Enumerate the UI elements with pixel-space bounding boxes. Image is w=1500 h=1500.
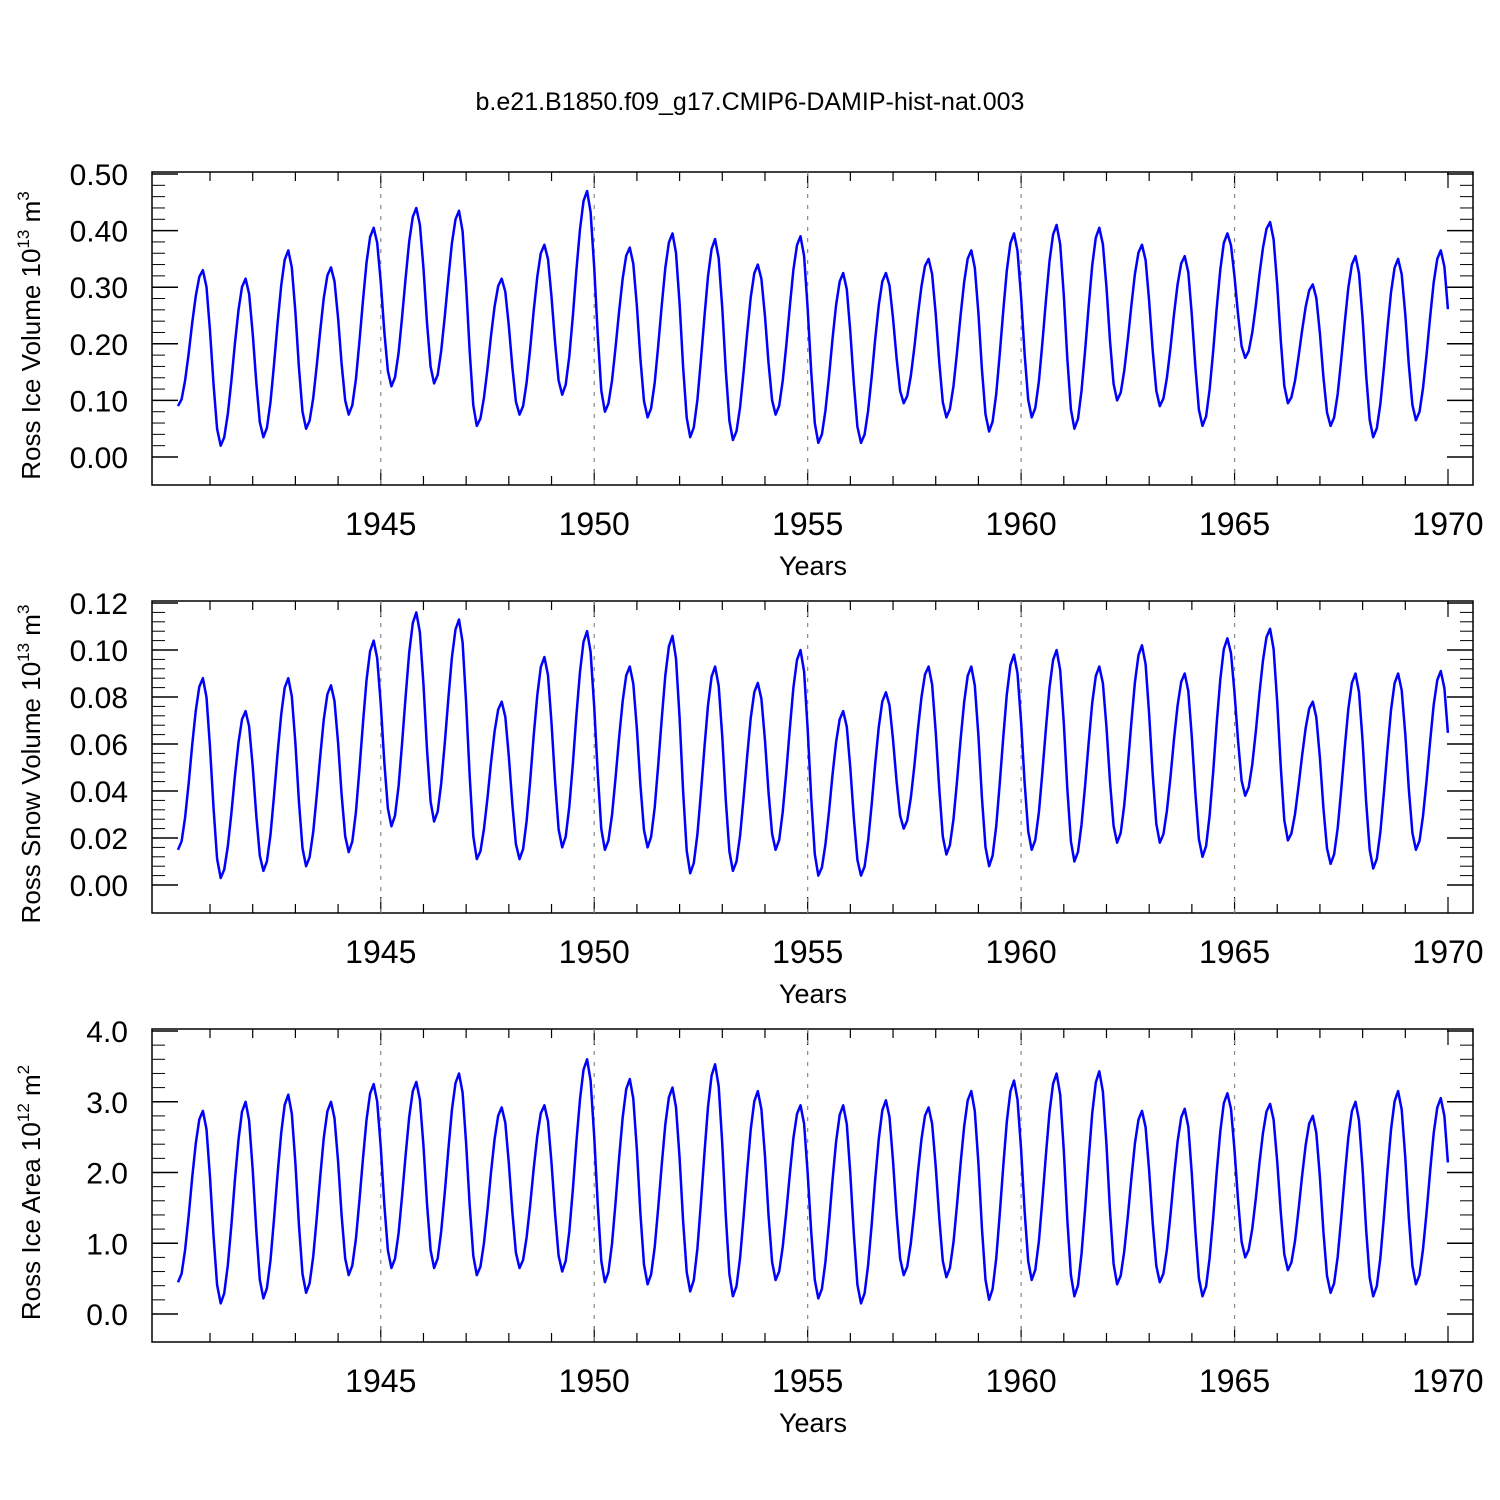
y-axis-label: Ross Snow Volume 1013 m3 [14, 605, 46, 924]
y-axis-label: Ross Ice Area 1012 m2 [14, 1065, 46, 1320]
y-tick-label: 0.00 [70, 870, 128, 903]
data-line-ross-ice-area [176, 1058, 1450, 1305]
y-tick-label: 4.0 [86, 1016, 128, 1049]
panel-ross-snow-volume: 0.00 0.02 0.04 0.06 0.08 0.10 0.12 1945 1950 1955… [14, 588, 1484, 1009]
y-tick-label: 0.0 [86, 1299, 128, 1332]
x-tick-label: 1945 [345, 1363, 416, 1399]
panels: 0.00 0.10 0.20 0.30 0.40 0.50 1945 1950 1955 1960… [14, 159, 1484, 1438]
y-tick-label: 0.30 [70, 272, 128, 305]
x-axis-label: Years [779, 1408, 847, 1438]
data-line-ross-ice-volume [176, 189, 1450, 447]
panel-ross-ice-area: 0.0 1.0 2.0 3.0 4.0 1945 1950 1955 1960 1965 1970 Y… [14, 1016, 1484, 1438]
y-tick-label: 0.10 [70, 385, 128, 418]
x-tick-label: 1960 [986, 934, 1057, 970]
y-tick-label: 0.20 [70, 329, 128, 362]
figure-title: b.e21.B1850.f09_g17.CMIP6-DAMIP-hist-nat… [476, 88, 1025, 116]
x-tick-label: 1970 [1412, 1363, 1483, 1399]
y-tick-label: 0.10 [70, 635, 128, 668]
y-tick-label: 1.0 [86, 1228, 128, 1261]
y-tick-label: 0.50 [70, 159, 128, 192]
x-tick-label: 1970 [1412, 934, 1483, 970]
y-tick-label: 0.06 [70, 729, 128, 762]
y-tick-label: 0.00 [70, 442, 128, 475]
plot-frame [151, 1028, 1474, 1343]
plot-frame [151, 600, 1474, 914]
x-tick-label: 1955 [772, 506, 843, 542]
y-tick-label: 0.04 [70, 776, 128, 809]
x-tick-label: 1965 [1199, 506, 1270, 542]
x-tick-label: 1950 [559, 1363, 630, 1399]
x-tick-label: 1955 [772, 1363, 843, 1399]
panel-ross-ice-volume: 0.00 0.10 0.20 0.30 0.40 0.50 1945 1950 1955 1960… [14, 159, 1484, 581]
x-tick-label: 1945 [345, 506, 416, 542]
y-axis-label: Ross Ice Volume 1013 m3 [14, 191, 46, 480]
x-tick-label: 1965 [1199, 1363, 1270, 1399]
x-tick-label: 1965 [1199, 934, 1270, 970]
y-tick-label: 3.0 [86, 1087, 128, 1120]
x-tick-label: 1955 [772, 934, 843, 970]
plot-frame [151, 171, 1474, 486]
x-tick-label: 1950 [559, 506, 630, 542]
y-tick-label: 0.40 [70, 216, 128, 249]
x-tick-label: 1970 [1412, 506, 1483, 542]
y-tick-label: 2.0 [86, 1158, 128, 1191]
y-tick-label: 0.02 [70, 823, 128, 856]
y-tick-label: 0.12 [70, 588, 128, 621]
x-tick-label: 1960 [986, 1363, 1057, 1399]
y-tick-label: 0.08 [70, 682, 128, 715]
x-tick-label: 1950 [559, 934, 630, 970]
x-axis-label: Years [779, 551, 847, 581]
data-line-ross-snow-volume [176, 611, 1450, 880]
x-tick-label: 1960 [986, 506, 1057, 542]
x-tick-label: 1945 [345, 934, 416, 970]
x-axis-label: Years [779, 979, 847, 1009]
